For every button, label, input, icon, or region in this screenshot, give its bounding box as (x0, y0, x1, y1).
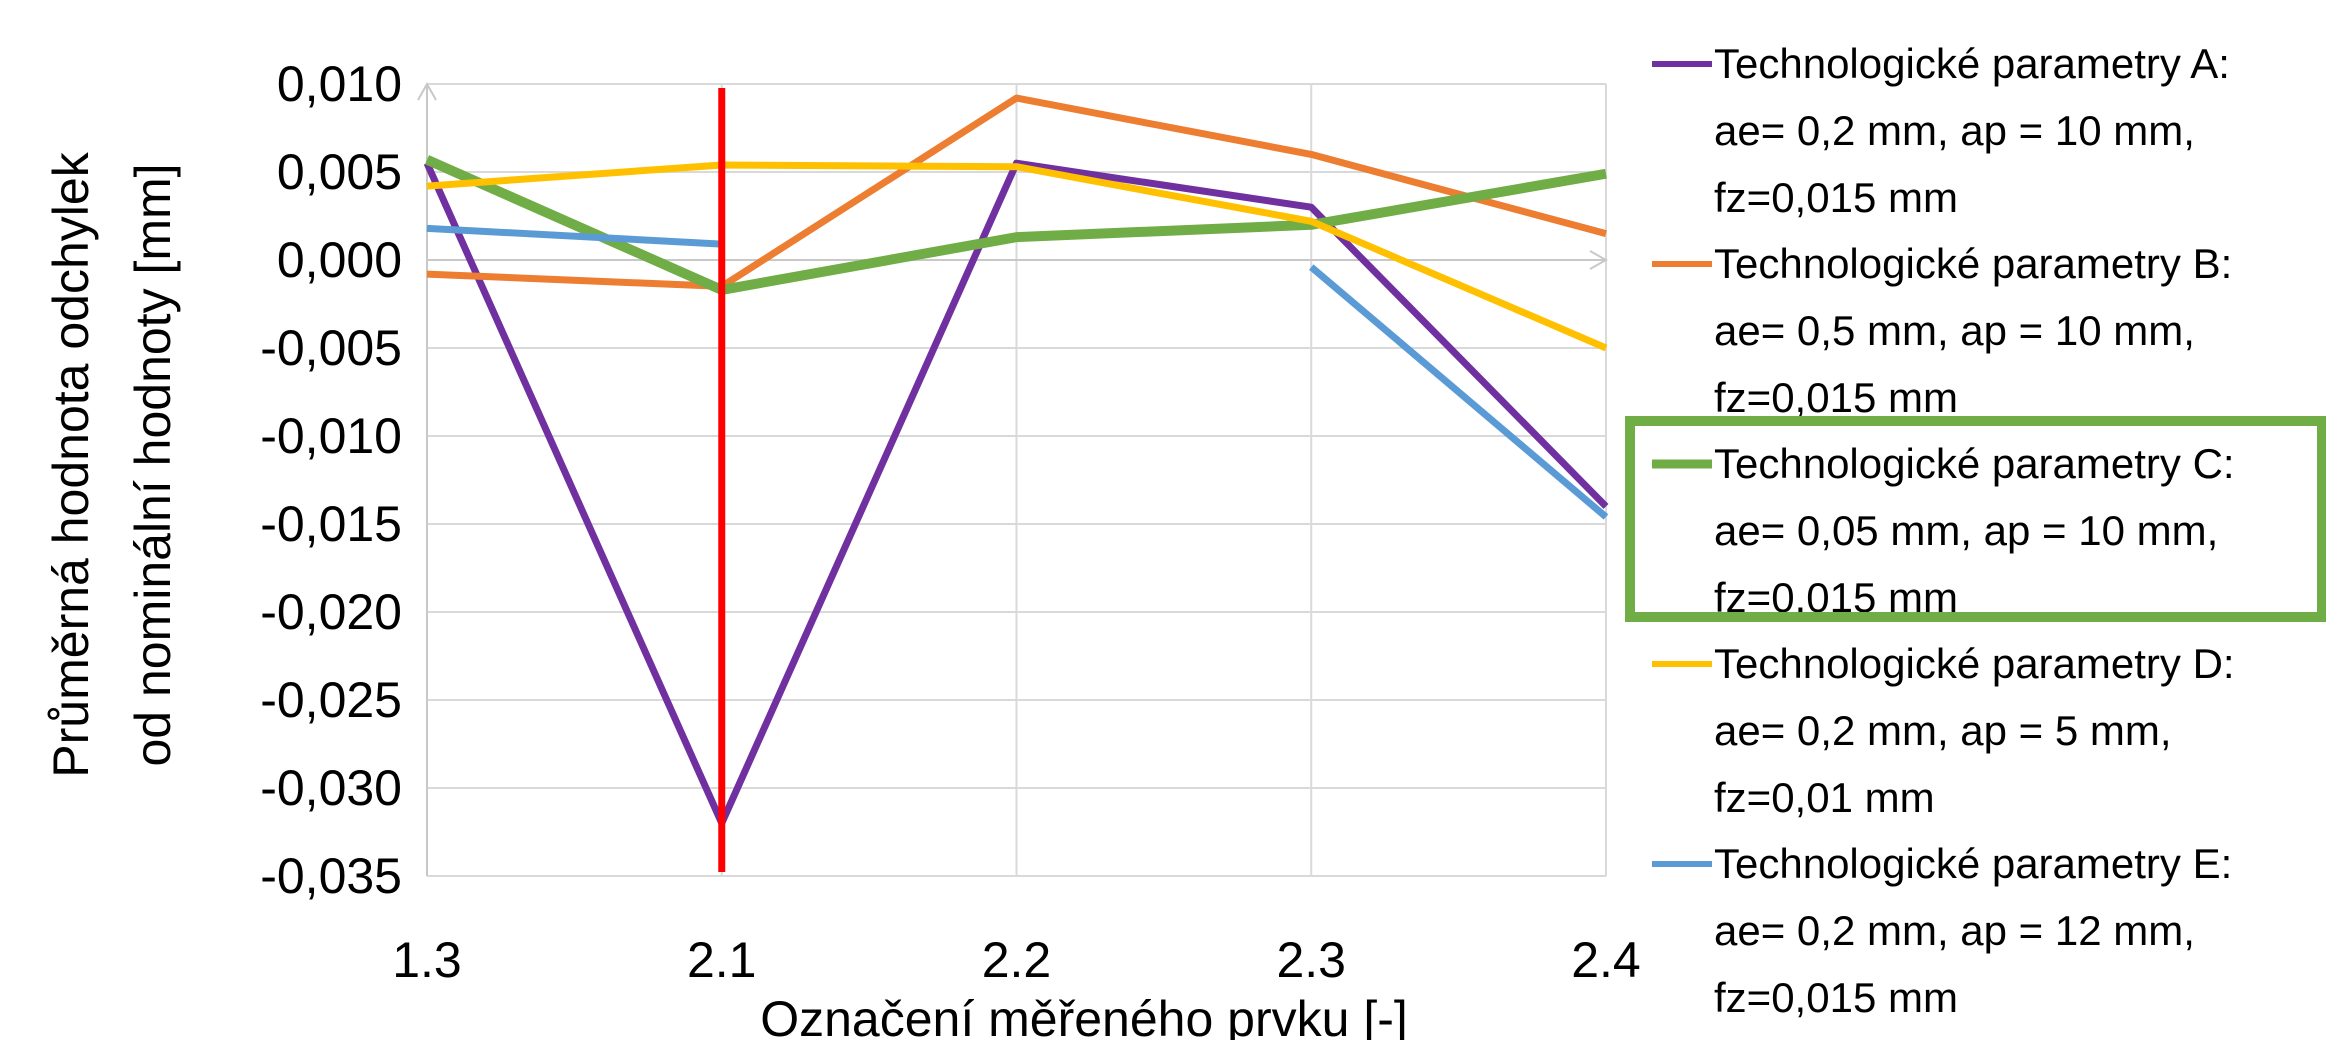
x-axis-arrow (1589, 250, 1609, 270)
legend-series-params-2: fz=0,015 mm (1714, 174, 1958, 221)
legend-item: Technologické parametry B: ae= 0,5 mm, ap… (1652, 240, 2232, 421)
y-tick-label: -0,025 (260, 672, 402, 728)
legend-series-name: Technologické parametry E: (1714, 840, 2232, 887)
x-tick-label: 2.4 (1571, 932, 1641, 988)
y-axis-title-line-2: od nominální hodnoty [mm] (125, 163, 181, 766)
y-axis-arrow (417, 81, 437, 101)
legend-highlight-box (1625, 416, 2326, 622)
series-line-e (426, 224, 722, 248)
legend-series-params-2: fz=0,015 mm (1714, 974, 1958, 1021)
y-tick-label: -0,015 (260, 496, 402, 552)
y-tick-label: 0,005 (277, 144, 402, 200)
y-tick-label: -0,020 (260, 584, 402, 640)
y-tick-label: 0,000 (277, 232, 402, 288)
x-tick-label: 1.3 (392, 932, 462, 988)
x-tick-label: 2.2 (982, 932, 1052, 988)
series-line-d (426, 161, 1608, 352)
legend-series-params-2: fz=0,01 mm (1714, 774, 1935, 821)
legend-series-name: Technologické parametry B: (1714, 240, 2232, 287)
legend-series-params-1: ae= 0,2 mm, ap = 12 mm, (1714, 907, 2195, 954)
series-line-a (423, 159, 1609, 827)
legend-series-params-1: ae= 0,2 mm, ap = 10 mm, (1714, 107, 2195, 154)
y-tick-label: -0,010 (260, 408, 402, 464)
legend-series-name: Technologické parametry D: (1714, 640, 2235, 687)
legend-item: Technologické parametry E: ae= 0,2 mm, ap… (1652, 840, 2232, 1021)
x-tick-label: 2.3 (1276, 932, 1346, 988)
legend-item: Technologické parametry C: ae= 0,05 mm, a… (1625, 416, 2326, 622)
y-tick-label: -0,005 (260, 320, 402, 376)
series-line-e (1308, 264, 1609, 520)
y-tick-label: 0,010 (277, 56, 402, 112)
legend-series-params-2: fz=0,015 mm (1714, 374, 1958, 421)
x-tick-labels: 1.3 2.1 2.2 2.3 2.4 (392, 932, 1641, 988)
x-axis-title: Označení měřeného prvku [-] (760, 991, 1408, 1040)
legend: Technologické parametry A: ae= 0,2 mm, ap… (1625, 40, 2326, 1021)
legend-series-params-1: ae= 0,5 mm, ap = 10 mm, (1714, 307, 2195, 354)
legend-series-params-1: ae= 0,2 mm, ap = 5 mm, (1714, 707, 2172, 754)
legend-series-name: Technologické parametry A: (1714, 40, 2230, 87)
y-tick-label: -0,030 (260, 760, 402, 816)
y-tick-labels: 0,010 0,005 0,000 -0,005 -0,010 -0,015 -0,020 -… (260, 56, 402, 904)
legend-series-params-1: ae= 0,05 mm, ap = 10 mm, (1714, 507, 2218, 554)
series-line-b (426, 94, 1607, 290)
legend-series-name: Technologické parametry C: (1714, 440, 2235, 487)
series-line-c (424, 155, 1607, 295)
series-lines (423, 94, 1609, 827)
legend-item: Technologické parametry D: ae= 0,2 mm, ap… (1652, 640, 2235, 821)
legend-item: Technologické parametry A: ae= 0,2 mm, ap… (1652, 40, 2230, 221)
y-axis-title-line-1: Průměrná hodnota odchylek (43, 151, 99, 777)
y-tick-label: -0,035 (260, 848, 402, 904)
x-tick-label: 2.1 (687, 932, 757, 988)
